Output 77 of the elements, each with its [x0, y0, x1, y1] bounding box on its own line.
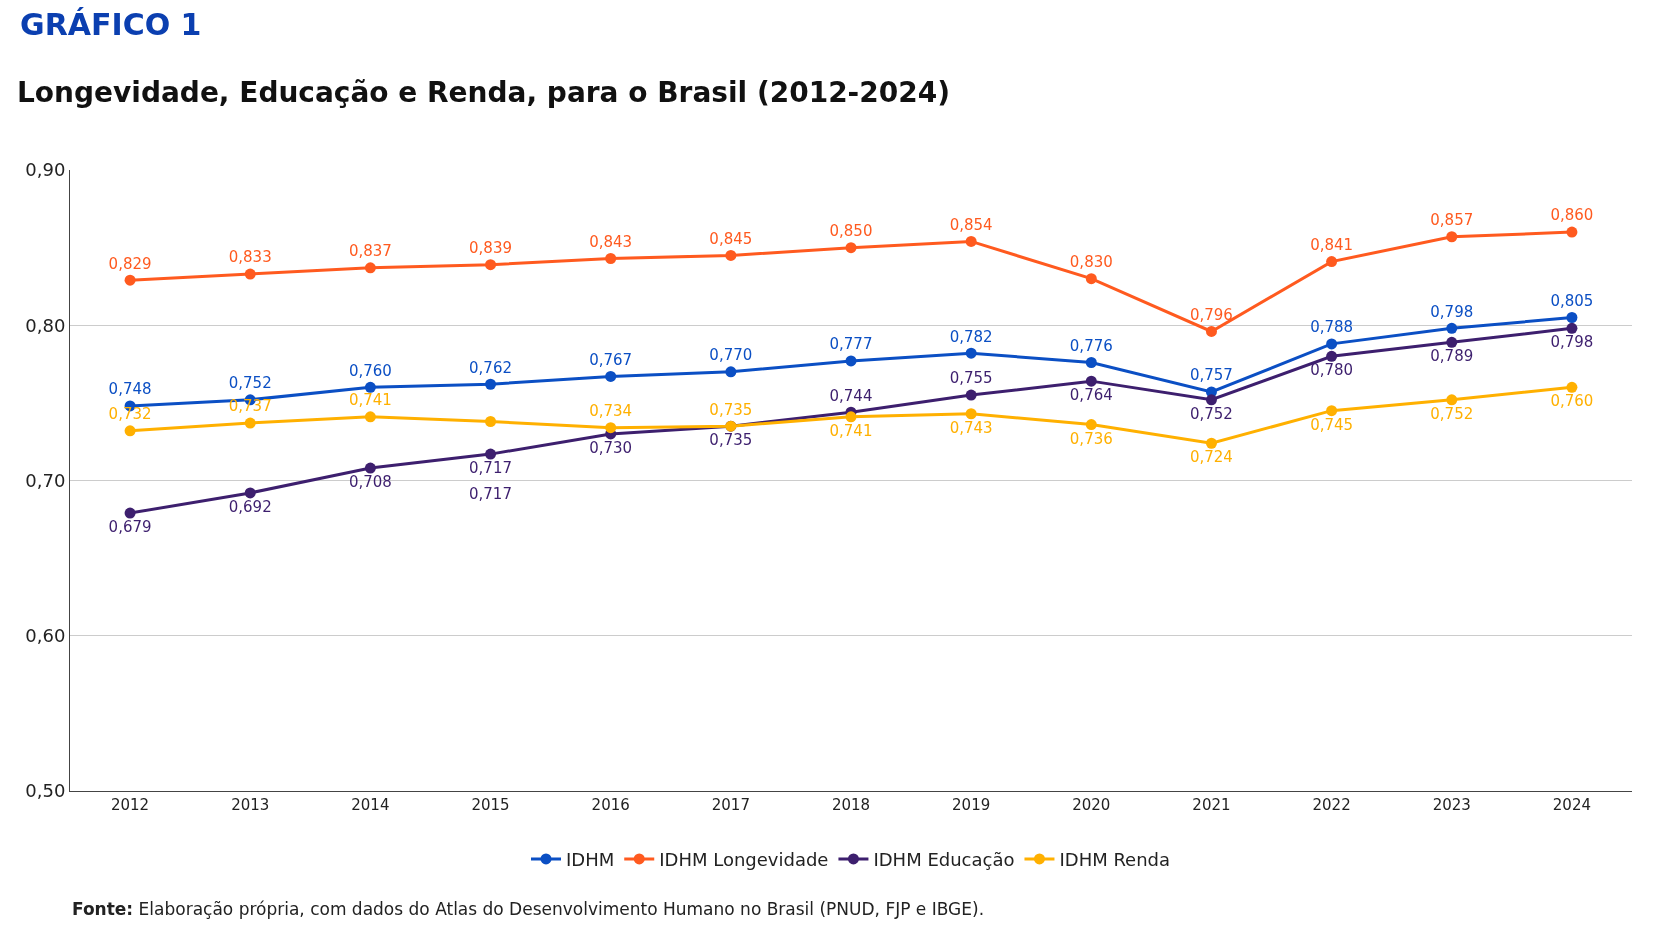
chart-title: GRÁFICO 1: [20, 7, 202, 43]
x-tick-label: 2012: [110, 796, 150, 814]
y-tick-label: 0,80: [25, 314, 66, 336]
data-label: 0,717: [469, 459, 513, 478]
data-label: 0,724: [1189, 448, 1233, 467]
data-label: 0,767: [589, 350, 633, 369]
data-label: 0,757: [1189, 366, 1233, 385]
data-label: 0,845: [709, 229, 753, 248]
data-label: 0,829: [108, 254, 152, 273]
data-label: 0,788: [1310, 318, 1354, 337]
annotation: 0,717: [469, 485, 512, 503]
x-tick-label: 2016: [591, 796, 630, 814]
chart-subtitle: Longevidade, Educação e Renda, para o Brasil (2012-2024): [17, 76, 950, 109]
x-tick-label: 2018: [831, 796, 871, 814]
data-label: 0,737: [228, 397, 272, 416]
x-tick-label: 2022: [1312, 796, 1351, 814]
x-tick-label: 2023: [1432, 796, 1471, 814]
x-tick-label: 2020: [1072, 796, 1111, 814]
data-label: 0,743: [949, 418, 993, 437]
y-tick-label: 0,90: [25, 159, 66, 181]
data-label: 0,843: [589, 232, 633, 251]
x-tick-label: 2013: [231, 796, 270, 814]
x-tick-label: 2021: [1192, 796, 1231, 814]
data-label: 0,708: [348, 473, 392, 492]
legend-label: IDHM Renda: [1059, 848, 1171, 870]
x-tick-label: 2019: [952, 796, 991, 814]
y-tick-label: 0,70: [25, 469, 66, 491]
data-label: 0,805: [1550, 291, 1594, 310]
x-tick-label: 2014: [351, 796, 390, 814]
data-label: 0,735: [709, 400, 753, 419]
data-label: 0,854: [949, 215, 993, 234]
data-label: 0,770: [709, 346, 753, 365]
y-tick-label: 0,50: [25, 780, 66, 802]
data-label: 0,734: [589, 402, 633, 421]
data-label: 0,798: [1430, 302, 1474, 321]
data-label: 0,744: [829, 386, 873, 405]
data-label: 0,741: [348, 391, 392, 410]
data-label: 0,841: [1310, 235, 1354, 254]
data-label: 0,752: [1189, 404, 1233, 423]
data-label: 0,732: [108, 405, 152, 424]
x-tick-label: 2017: [711, 796, 750, 814]
data-label: 0,755: [949, 369, 993, 388]
data-label: 0,745: [1310, 415, 1354, 434]
data-label: 0,679: [108, 518, 152, 537]
data-label: 0,776: [1069, 336, 1113, 355]
data-label: 0,850: [829, 222, 873, 241]
legend-label: IDHM Longevidade: [659, 848, 829, 870]
data-label: 0,762: [469, 358, 513, 377]
data-label: 0,798: [1550, 333, 1594, 352]
data-label: 0,837: [348, 242, 392, 261]
data-label: 0,760: [1550, 392, 1594, 411]
data-label: 0,735: [709, 431, 753, 450]
data-label: 0,764: [1069, 386, 1113, 405]
legend-label: IDHM Educação: [873, 848, 1015, 870]
legend-label: IDHM: [566, 848, 615, 870]
data-label: 0,789: [1430, 347, 1474, 366]
data-label: 0,796: [1189, 305, 1233, 324]
data-label: 0,860: [1550, 206, 1594, 225]
data-label: 0,780: [1310, 361, 1354, 380]
data-label: 0,748: [108, 380, 152, 399]
data-label: 0,760: [348, 361, 392, 380]
x-tick-label: 2024: [1552, 796, 1592, 814]
data-label: 0,839: [469, 239, 513, 258]
source-note: Fonte: Elaboração própria, com dados do Atlas do Desenvolvimento Humano no Brasil (PNUD, FJP e IBGE).: [72, 899, 985, 919]
data-label: 0,736: [1069, 429, 1113, 448]
data-label: 0,857: [1430, 211, 1474, 230]
data-label: 0,833: [228, 248, 272, 267]
data-label: 0,752: [1430, 404, 1474, 423]
data-label: 0,692: [228, 498, 272, 517]
data-label: 0,782: [949, 327, 993, 346]
y-tick-label: 0,60: [25, 625, 66, 647]
x-tick-label: 2015: [471, 796, 510, 814]
data-label: 0,830: [1069, 253, 1113, 272]
data-label: 0,741: [829, 421, 873, 440]
data-label: 0,752: [228, 374, 272, 393]
data-label: 0,730: [589, 439, 633, 458]
data-label: 0,777: [829, 335, 873, 354]
